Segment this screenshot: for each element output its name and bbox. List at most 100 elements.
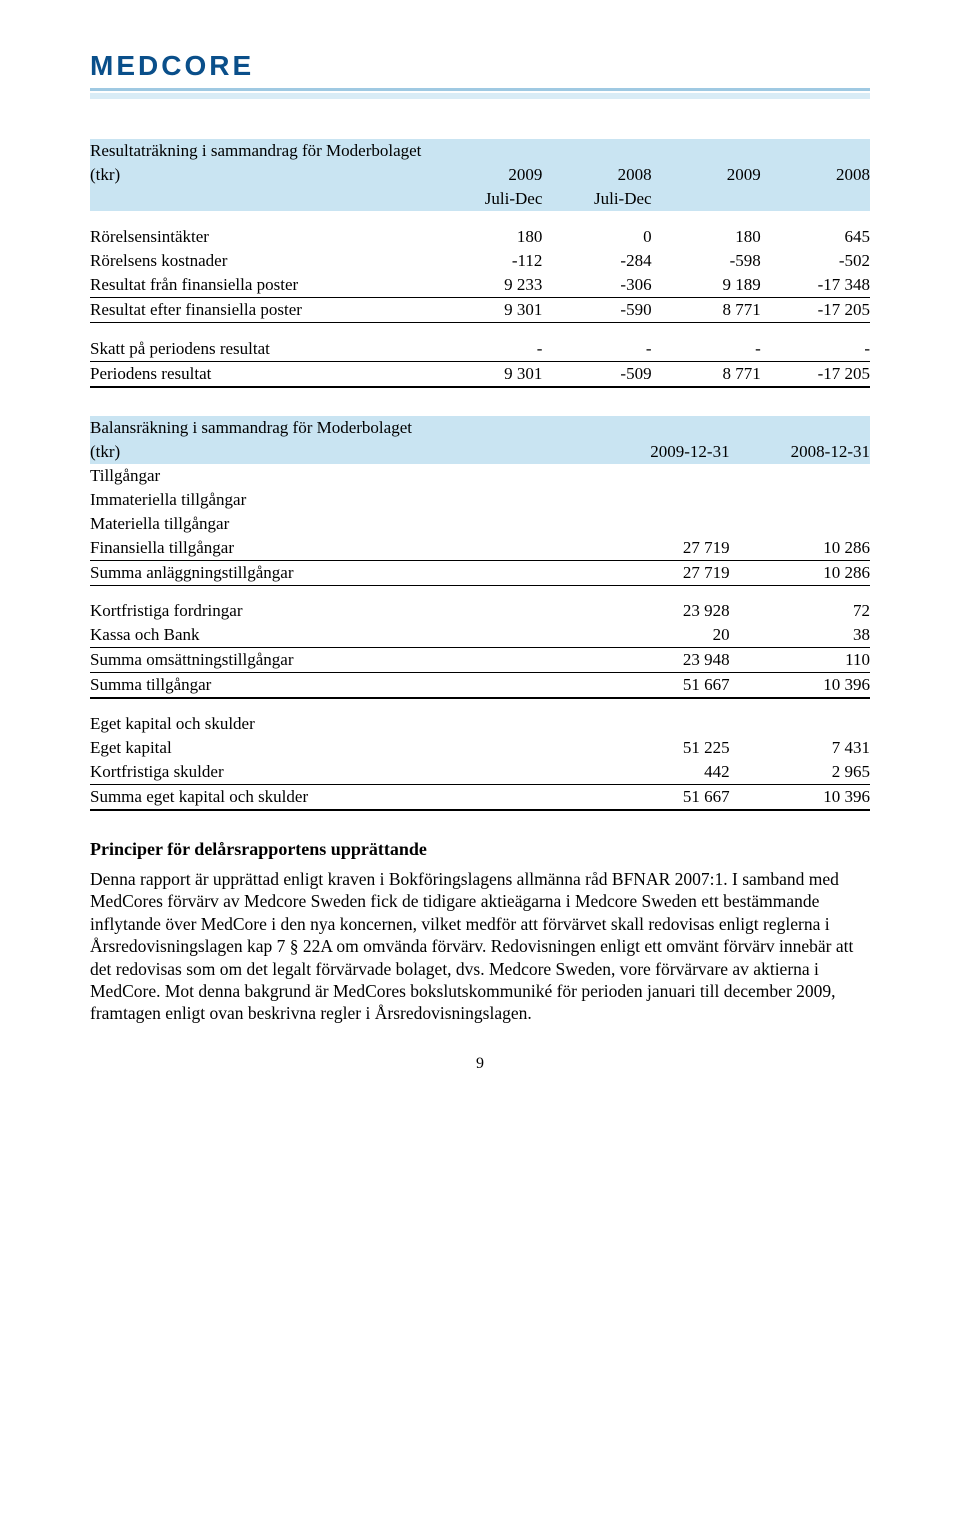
col-h-2: 2008 [542, 163, 651, 187]
balance-total-row: Summa eget kapital och skulder 51 667 10… [90, 785, 870, 811]
logo-block: MEDCORE [90, 50, 870, 82]
row-val: -502 [761, 249, 870, 273]
row-label: Eget kapital [90, 736, 589, 760]
row-val: 180 [433, 225, 542, 249]
row-val: 9 301 [433, 298, 542, 323]
col-h-1: 2009 [433, 163, 542, 187]
row-label: Kortfristiga skulder [90, 760, 589, 785]
row-val: 10 396 [730, 673, 870, 699]
income-subtotal-row: Resultat efter finansiella poster 9 301 … [90, 298, 870, 323]
row-val [589, 512, 729, 536]
row-val: -17 348 [761, 273, 870, 298]
balance-row: Materiella tillgångar [90, 512, 870, 536]
income-statement-table: Resultaträkning i sammandrag för Moderbo… [90, 139, 870, 388]
row-val: 442 [589, 760, 729, 785]
income-row: Resultat från finansiella poster 9 233 -… [90, 273, 870, 298]
row-label: Finansiella tillgångar [90, 536, 589, 561]
row-label: Kassa och Bank [90, 623, 589, 648]
balance-unit: (tkr) [90, 440, 589, 464]
income-total-row: Periodens resultat 9 301 -509 8 771 -17 … [90, 361, 870, 387]
row-label: Kortfristiga fordringar [90, 599, 589, 623]
row-val: 7 431 [730, 736, 870, 760]
page-number: 9 [90, 1055, 870, 1073]
col-sh-3 [652, 187, 761, 211]
row-val: 23 928 [589, 599, 729, 623]
col-sh-4 [761, 187, 870, 211]
row-val: -112 [433, 249, 542, 273]
row-label: Rörelsens kostnader [90, 249, 433, 273]
col-sh-2: Juli-Dec [542, 187, 651, 211]
row-label: Periodens resultat [90, 361, 433, 387]
income-header-row-2: (tkr) 2009 2008 2009 2008 [90, 163, 870, 187]
income-title: Resultaträkning i sammandrag för Moderbo… [90, 139, 433, 163]
income-header-row-3: Juli-Dec Juli-Dec [90, 187, 870, 211]
row-val: 10 286 [730, 536, 870, 561]
header-rule-1 [90, 88, 870, 91]
row-val: 9 233 [433, 273, 542, 298]
row-val: 20 [589, 623, 729, 648]
logo-text: MEDCORE [90, 50, 254, 81]
row-val: 8 771 [652, 361, 761, 387]
col-h-4: 2008 [761, 163, 870, 187]
balance-row: Immateriella tillgångar [90, 488, 870, 512]
bcol-h-2: 2008-12-31 [730, 440, 870, 464]
row-label: Immateriella tillgångar [90, 488, 589, 512]
balance-sheet-table: Balansräkning i sammandrag för Moderbola… [90, 416, 870, 812]
row-val: 645 [761, 225, 870, 249]
bcol-h-1: 2009-12-31 [589, 440, 729, 464]
row-val: 10 286 [730, 560, 870, 585]
row-val: 51 225 [589, 736, 729, 760]
row-val: 38 [730, 623, 870, 648]
section-label: Tillgångar [90, 464, 589, 488]
col-h-3: 2009 [652, 163, 761, 187]
row-val: 8 771 [652, 298, 761, 323]
row-label: Summa omsättningstillgångar [90, 648, 589, 673]
row-label: Summa anläggningstillgångar [90, 560, 589, 585]
balance-row: Kortfristiga fordringar 23 928 72 [90, 599, 870, 623]
row-val [730, 488, 870, 512]
row-val: -598 [652, 249, 761, 273]
row-val: 10 396 [730, 785, 870, 811]
balance-section-assets: Tillgångar [90, 464, 870, 488]
row-val: 110 [730, 648, 870, 673]
row-val: 51 667 [589, 673, 729, 699]
row-label: Materiella tillgångar [90, 512, 589, 536]
row-val: 51 667 [589, 785, 729, 811]
balance-total-row: Summa tillgångar 51 667 10 396 [90, 673, 870, 699]
balance-row: Finansiella tillgångar 27 719 10 286 [90, 536, 870, 561]
row-label: Rörelsensintäkter [90, 225, 433, 249]
row-label: Summa tillgångar [90, 673, 589, 699]
balance-title: Balansräkning i sammandrag för Moderbola… [90, 416, 589, 440]
balance-row: Kassa och Bank 20 38 [90, 623, 870, 648]
balance-row: Kortfristiga skulder 442 2 965 [90, 760, 870, 785]
row-val: 2 965 [730, 760, 870, 785]
row-label: Resultat efter finansiella poster [90, 298, 433, 323]
row-val: 27 719 [589, 560, 729, 585]
row-val: -590 [542, 298, 651, 323]
row-val: -509 [542, 361, 651, 387]
balance-section-equity: Eget kapital och skulder [90, 712, 870, 736]
balance-header-row-2: (tkr) 2009-12-31 2008-12-31 [90, 440, 870, 464]
row-val [589, 488, 729, 512]
row-val: 23 948 [589, 648, 729, 673]
row-val: 9 189 [652, 273, 761, 298]
principles-body: Denna rapport är upprättad enligt kraven… [90, 868, 870, 1025]
row-label: Summa eget kapital och skulder [90, 785, 589, 811]
section-label: Eget kapital och skulder [90, 712, 589, 736]
row-val: 0 [542, 225, 651, 249]
row-val: -17 205 [761, 361, 870, 387]
header-rule-2 [90, 93, 870, 99]
income-row: Rörelsens kostnader -112 -284 -598 -502 [90, 249, 870, 273]
col-sh-1: Juli-Dec [433, 187, 542, 211]
balance-subtotal-row: Summa omsättningstillgångar 23 948 110 [90, 648, 870, 673]
income-row: Skatt på periodens resultat - - - - [90, 337, 870, 362]
income-header-row-1: Resultaträkning i sammandrag för Moderbo… [90, 139, 870, 163]
principles-heading: Principer för delårsrapportens upprättan… [90, 839, 870, 860]
row-val: - [433, 337, 542, 362]
row-val: - [542, 337, 651, 362]
income-row: Rörelsensintäkter 180 0 180 645 [90, 225, 870, 249]
row-val: -284 [542, 249, 651, 273]
row-val: - [761, 337, 870, 362]
row-val: 27 719 [589, 536, 729, 561]
income-unit: (tkr) [90, 163, 433, 187]
